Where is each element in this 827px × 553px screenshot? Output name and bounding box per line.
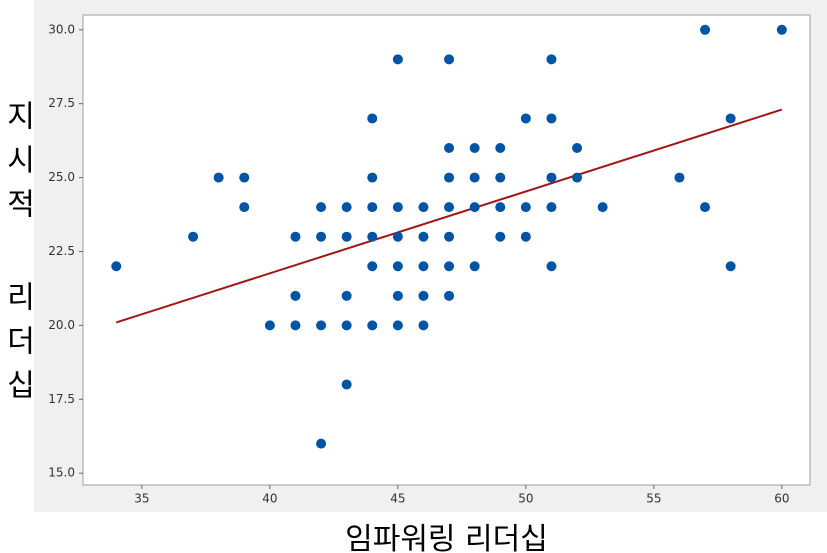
- data-point: [546, 54, 557, 65]
- data-point: [495, 172, 506, 183]
- data-point: [495, 202, 506, 213]
- data-point: [776, 24, 787, 35]
- data-point: [290, 231, 301, 242]
- data-point: [239, 172, 250, 183]
- data-point: [213, 172, 224, 183]
- data-point: [444, 202, 455, 213]
- data-point: [444, 172, 455, 183]
- data-point: [239, 202, 250, 213]
- data-point: [520, 202, 531, 213]
- data-point: [367, 172, 378, 183]
- data-point: [290, 290, 301, 301]
- data-point: [418, 202, 429, 213]
- data-point: [264, 320, 275, 331]
- data-point: [392, 290, 403, 301]
- y-tick-label: 27.5: [48, 96, 75, 110]
- data-point: [444, 290, 455, 301]
- data-point: [520, 231, 531, 242]
- data-point: [290, 320, 301, 331]
- data-point: [316, 320, 327, 331]
- data-point: [341, 231, 352, 242]
- data-point: [444, 143, 455, 154]
- data-point: [111, 261, 122, 272]
- data-point: [495, 143, 506, 154]
- y-tick-label: 17.5: [48, 392, 75, 406]
- data-point: [597, 202, 608, 213]
- data-point: [316, 438, 327, 449]
- data-point: [418, 320, 429, 331]
- data-point: [469, 172, 480, 183]
- y-tick-label: 25.0: [48, 170, 75, 184]
- data-point: [469, 261, 480, 272]
- data-point: [725, 113, 736, 124]
- data-point: [392, 202, 403, 213]
- x-tick-label: 60: [774, 492, 789, 506]
- y-tick-label: 15.0: [48, 466, 75, 480]
- data-point: [367, 320, 378, 331]
- data-point: [341, 379, 352, 390]
- x-tick-label: 55: [646, 492, 661, 506]
- data-point: [367, 202, 378, 213]
- data-point: [700, 202, 711, 213]
- data-point: [316, 202, 327, 213]
- y-tick-label: 22.5: [48, 244, 75, 258]
- y-tick-label: 20.0: [48, 318, 75, 332]
- data-point: [520, 113, 531, 124]
- data-point: [367, 113, 378, 124]
- data-point: [444, 261, 455, 272]
- data-point: [495, 231, 506, 242]
- data-point: [418, 261, 429, 272]
- x-tick-label: 35: [134, 492, 149, 506]
- data-point: [418, 290, 429, 301]
- data-point: [444, 54, 455, 65]
- data-point: [700, 24, 711, 35]
- data-point: [367, 261, 378, 272]
- data-point: [546, 202, 557, 213]
- data-point: [341, 202, 352, 213]
- data-point: [546, 172, 557, 183]
- x-tick-label: 45: [390, 492, 405, 506]
- data-point: [572, 143, 583, 154]
- data-point: [188, 231, 199, 242]
- data-point: [316, 231, 327, 242]
- data-point: [392, 261, 403, 272]
- data-point: [341, 320, 352, 331]
- y-axis-label: 지시적 리더십: [0, 100, 35, 413]
- data-point: [341, 290, 352, 301]
- plot-area: [82, 14, 811, 486]
- data-point: [418, 231, 429, 242]
- data-point: [444, 231, 455, 242]
- data-point: [546, 261, 557, 272]
- data-point: [674, 172, 685, 183]
- trend-line: [115, 108, 783, 324]
- data-point: [392, 320, 403, 331]
- x-tick-label: 40: [262, 492, 277, 506]
- data-point: [546, 113, 557, 124]
- x-axis-label: 임파워링 리더십: [345, 522, 548, 553]
- data-point: [469, 202, 480, 213]
- data-point: [469, 143, 480, 154]
- data-point: [392, 231, 403, 242]
- y-tick-label: 30.0: [48, 22, 75, 36]
- data-point: [572, 172, 583, 183]
- data-point: [367, 231, 378, 242]
- data-point: [392, 54, 403, 65]
- data-point: [725, 261, 736, 272]
- x-tick-label: 50: [518, 492, 533, 506]
